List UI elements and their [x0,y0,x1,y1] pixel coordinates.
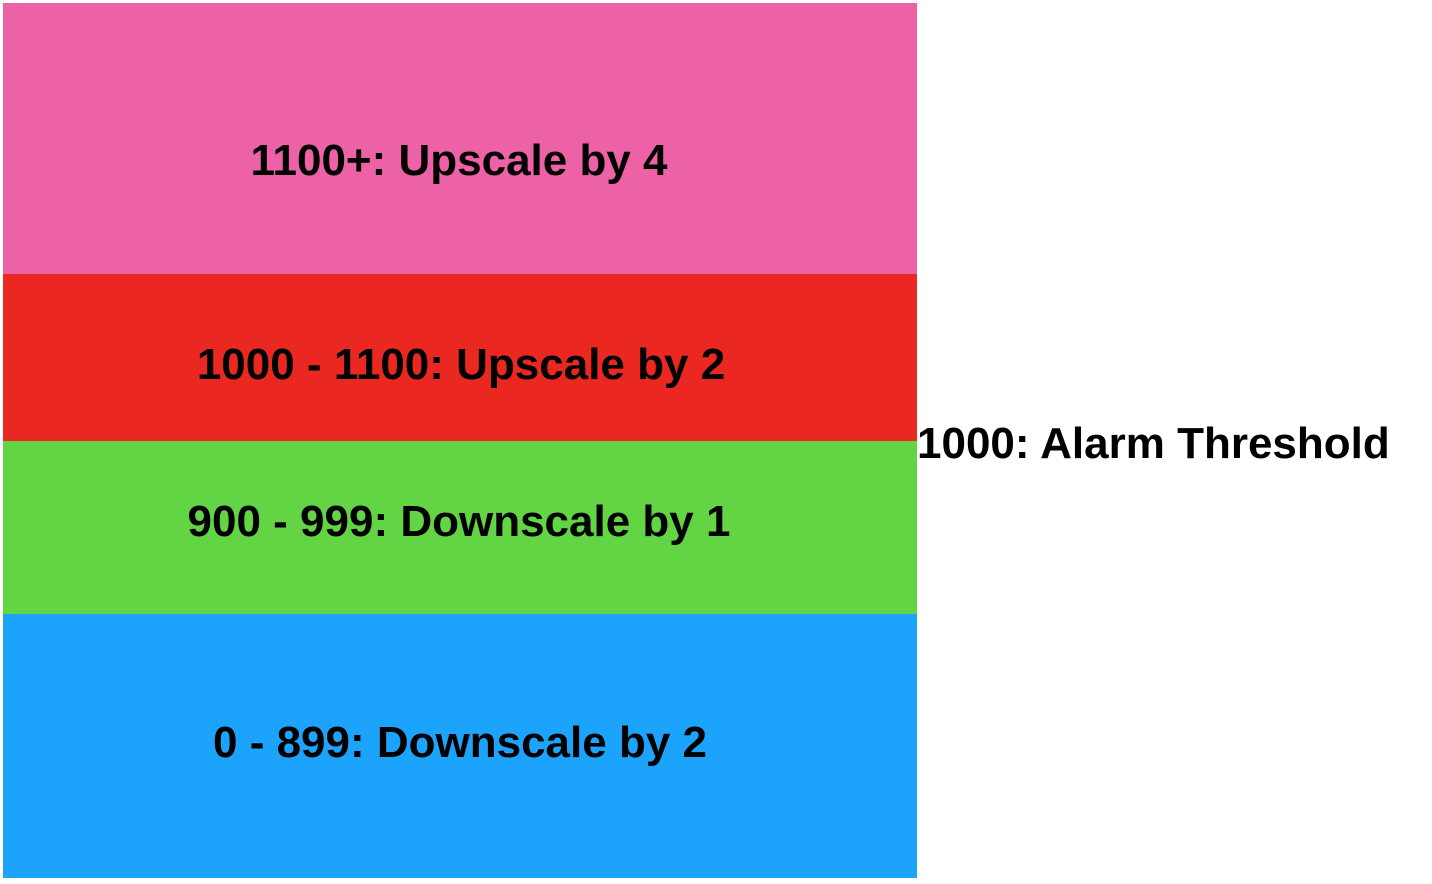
band-downscale-by-2: 0 - 899: Downscale by 2 [3,614,917,878]
band-label-downscale-by-2: 0 - 899: Downscale by 2 [213,718,707,767]
alarm-threshold-label: 1000: Alarm Threshold [917,419,1390,468]
band-upscale-by-2: 1000 - 1100: Upscale by 2 [3,274,917,441]
scaling-band-stack: 1100+: Upscale by 4 1000 - 1100: Upscale… [3,3,917,878]
band-upscale-by-4: 1100+: Upscale by 4 [3,3,917,274]
band-label-upscale-by-4: 1100+: Upscale by 4 [250,135,668,185]
band-label-upscale-by-2: 1000 - 1100: Upscale by 2 [196,339,726,389]
band-label-downscale-by-1: 900 - 999: Downscale by 1 [187,496,731,546]
band-downscale-by-1: 900 - 999: Downscale by 1 [3,441,917,614]
